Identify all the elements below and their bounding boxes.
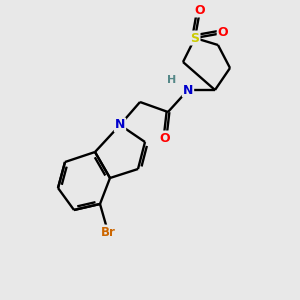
Text: N: N (183, 83, 193, 97)
Text: O: O (195, 4, 205, 16)
Text: O: O (218, 26, 228, 40)
Text: N: N (115, 118, 125, 131)
Text: Br: Br (100, 226, 116, 238)
Text: S: S (190, 32, 200, 44)
Text: H: H (167, 75, 177, 85)
Text: O: O (160, 131, 170, 145)
